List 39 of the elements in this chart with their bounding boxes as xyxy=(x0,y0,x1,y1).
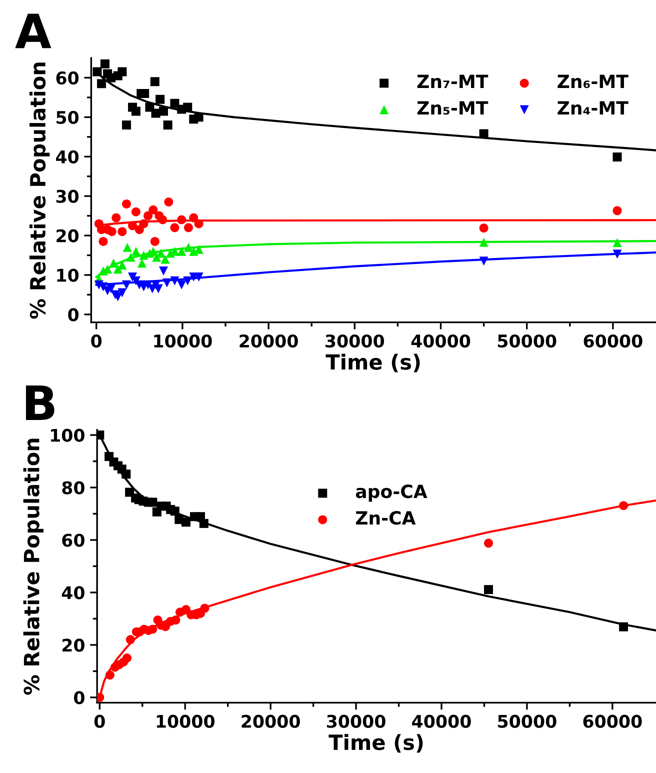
x-tick-label: 10000 xyxy=(156,714,214,728)
x-tick-label: 0 xyxy=(94,714,105,728)
legend-label: Zn₇-MT xyxy=(417,74,488,88)
chart-title: B xyxy=(26,386,54,420)
y-tick-label: 40 xyxy=(62,586,84,600)
x-axis-title: Time (s) xyxy=(326,354,420,372)
x-tick-label: 20000 xyxy=(240,334,298,348)
y-tick-label: 20 xyxy=(56,229,79,242)
legend-label: Zn₅-MT xyxy=(417,101,488,115)
x-tick-label: 0 xyxy=(91,334,102,348)
y-tick-label: 30 xyxy=(56,190,79,203)
y-tick-label: 50 xyxy=(56,110,79,124)
legend-label: Zn₄-MT xyxy=(558,101,628,115)
x-tick-label: 20000 xyxy=(242,714,300,728)
y-tick-label: 20 xyxy=(62,638,84,652)
y-tick-label: 0 xyxy=(74,691,84,704)
y-tick-label: 80 xyxy=(62,481,84,494)
x-axis-title: Time (s) xyxy=(328,734,423,753)
x-tick-label: 60000 xyxy=(583,714,642,728)
x-tick-label: 30000 xyxy=(326,334,384,348)
legend-label: Zn-CA xyxy=(356,511,416,525)
legend-label: Zn₆-MT xyxy=(558,74,628,88)
chart-title: A xyxy=(15,14,52,48)
y-tick-label: 10 xyxy=(57,268,79,282)
y-axis-title: % Relative Population xyxy=(23,438,44,695)
x-tick-label: 30000 xyxy=(326,714,386,728)
x-tick-label: 40000 xyxy=(411,334,470,348)
y-tick-label: 100 xyxy=(51,428,84,442)
legend-label: apo-CA xyxy=(356,484,428,502)
x-tick-label: 60000 xyxy=(584,334,642,348)
y-tick-label: 0 xyxy=(68,308,79,322)
x-tick-label: 50000 xyxy=(498,714,556,728)
y-tick-label: 60 xyxy=(62,534,84,547)
x-tick-label: 10000 xyxy=(154,334,212,348)
x-tick-label: 40000 xyxy=(412,714,471,728)
y-axis-title: % Relative Population xyxy=(30,62,50,319)
x-tick-label: 50000 xyxy=(498,334,556,348)
y-tick-label: 60 xyxy=(56,71,79,85)
y-tick-label: 40 xyxy=(56,150,79,164)
